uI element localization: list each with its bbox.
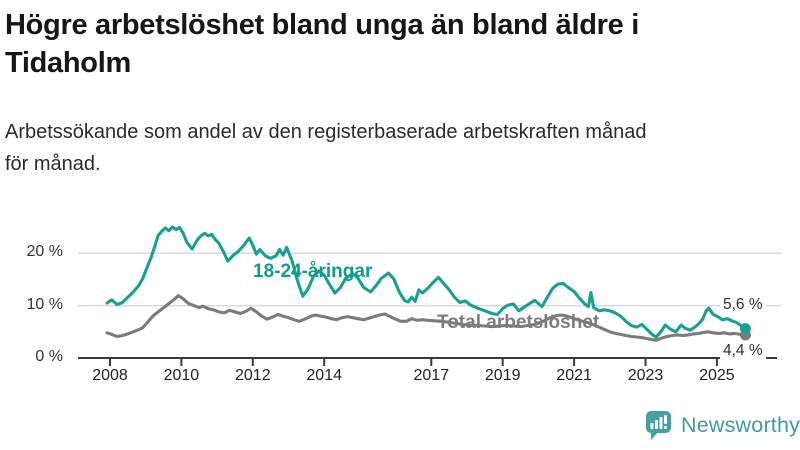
- y-axis-tick-label: 20 %: [26, 243, 63, 261]
- series-line: [105, 225, 748, 339]
- y-axis-tick-label: 10 %: [26, 295, 63, 313]
- newsworthy-logo-icon: [646, 411, 671, 440]
- series-label-total: Total arbetslöshet: [437, 312, 600, 333]
- series-line: [105, 294, 748, 342]
- x-axis-tick-label: 2014: [306, 367, 342, 384]
- page-title: Högre arbetslöshet bland unga än bland ä…: [5, 6, 785, 82]
- x-axis-tick-label: 2008: [92, 367, 128, 384]
- end-value-label-total: 4,4 %: [720, 342, 766, 360]
- series-endpoint-dot: [739, 329, 751, 341]
- x-axis-tick-label: 2025: [699, 367, 735, 384]
- x-axis-tick-label: 2010: [163, 367, 200, 384]
- page-subtitle-line-2: för månad.: [5, 153, 101, 175]
- x-axis-tick-label: 2017: [413, 367, 450, 384]
- newsworthy-logo-text: Newsworthy: [681, 413, 800, 437]
- page-subtitle: Arbetssökande som andel av den registerb…: [5, 116, 785, 180]
- newsworthy-logo[interactable]: Newsworthy: [644, 409, 800, 442]
- y-axis-tick-label: 0 %: [35, 348, 63, 365]
- page-title-line-1: Högre arbetslöshet bland unga än bland ä…: [5, 9, 639, 41]
- page-subtitle-line-1: Arbetssökande som andel av den registerb…: [5, 121, 647, 143]
- x-axis-tick-label: 2021: [556, 367, 592, 384]
- x-axis-tick-label: 2019: [484, 367, 521, 384]
- end-value-label-youth: 5,6 %: [720, 296, 766, 314]
- x-axis-tick-label: 2023: [627, 367, 664, 384]
- x-axis-tick-label: 2012: [235, 367, 271, 384]
- page-title-line-2: Tidaholm: [5, 47, 131, 79]
- series-label-youth: 18-24-åringar: [253, 261, 373, 282]
- series-endpoint-dot: [739, 323, 751, 335]
